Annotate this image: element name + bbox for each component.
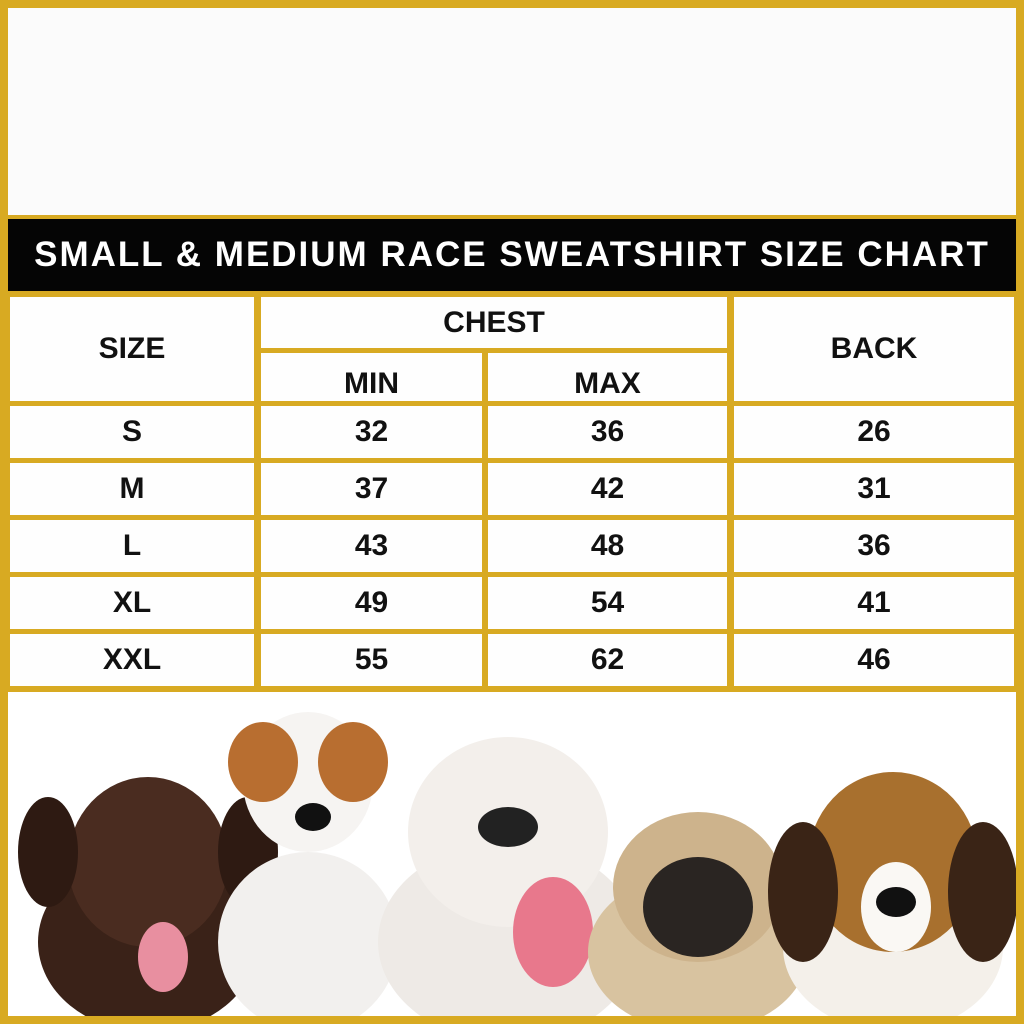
chest-max-cell: 36	[488, 406, 727, 458]
back-cell: 36	[734, 520, 1014, 572]
max-header: MAX	[488, 353, 727, 401]
chest-max-cell: 48	[488, 520, 727, 572]
min-header: MIN	[261, 353, 482, 401]
size-cell: S	[10, 406, 254, 458]
size-cell: L	[10, 520, 254, 572]
top-blank	[8, 8, 1016, 215]
dogs-illustration	[8, 692, 1016, 1016]
size-cell: M	[10, 463, 254, 515]
back-cell: 41	[734, 577, 1014, 629]
chest-min-cell: 32	[261, 406, 482, 458]
chest-min-cell: 55	[261, 634, 482, 686]
chest-min-cell: 43	[261, 520, 482, 572]
chest-max-cell: 62	[488, 634, 727, 686]
size-cell: XXL	[10, 634, 254, 686]
back-cell: 46	[734, 634, 1014, 686]
back-cell: 31	[734, 463, 1014, 515]
chest-min-cell: 49	[261, 577, 482, 629]
chest-max-cell: 54	[488, 577, 727, 629]
size-cell: XL	[10, 577, 254, 629]
chest-max-cell: 42	[488, 463, 727, 515]
back-cell: 26	[734, 406, 1014, 458]
title: SMALL & MEDIUM RACE SWEATSHIRT SIZE CHAR…	[8, 219, 1016, 291]
back-header: BACK	[734, 297, 1014, 401]
size-header: SIZE	[10, 297, 254, 401]
chest-header: CHEST	[261, 297, 727, 348]
chest-min-cell: 37	[261, 463, 482, 515]
